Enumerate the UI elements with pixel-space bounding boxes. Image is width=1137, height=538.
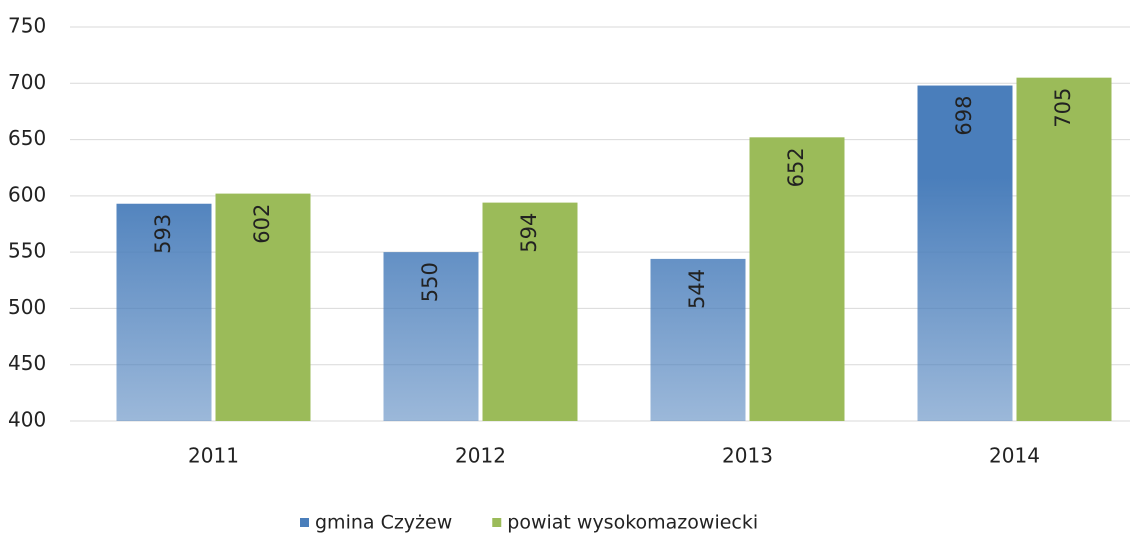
data-label: 593 xyxy=(151,214,175,254)
x-tick-label: 2011 xyxy=(188,444,239,468)
bar xyxy=(749,137,845,421)
x-tick-label: 2012 xyxy=(455,444,506,468)
data-label: 594 xyxy=(517,213,541,253)
data-label: 544 xyxy=(685,269,709,309)
y-tick-label: 550 xyxy=(8,239,46,263)
y-tick-label: 650 xyxy=(8,126,46,150)
bar xyxy=(482,202,578,421)
bar xyxy=(383,252,479,421)
y-tick-label: 750 xyxy=(8,14,46,38)
y-tick-label: 700 xyxy=(8,70,46,94)
legend-label: gmina Czyżew xyxy=(315,512,452,534)
bar xyxy=(1016,77,1112,422)
bar xyxy=(116,203,212,421)
data-label: 550 xyxy=(418,262,442,302)
data-label: 705 xyxy=(1051,88,1075,128)
y-tick-label: 450 xyxy=(8,351,46,375)
legend-marker xyxy=(300,518,309,527)
bar xyxy=(917,85,1013,421)
y-tick-label: 400 xyxy=(8,408,46,432)
y-tick-label: 500 xyxy=(8,295,46,319)
data-label: 698 xyxy=(952,96,976,136)
bar xyxy=(215,193,311,421)
data-label: 652 xyxy=(784,147,808,187)
y-tick-label: 600 xyxy=(8,182,46,206)
x-tick-label: 2013 xyxy=(722,444,773,468)
bar xyxy=(650,258,746,421)
legend-marker xyxy=(492,518,502,527)
x-tick-label: 2014 xyxy=(989,444,1040,468)
data-label: 602 xyxy=(250,204,274,244)
legend-label: powiat wysokomazowiecki xyxy=(507,512,758,534)
